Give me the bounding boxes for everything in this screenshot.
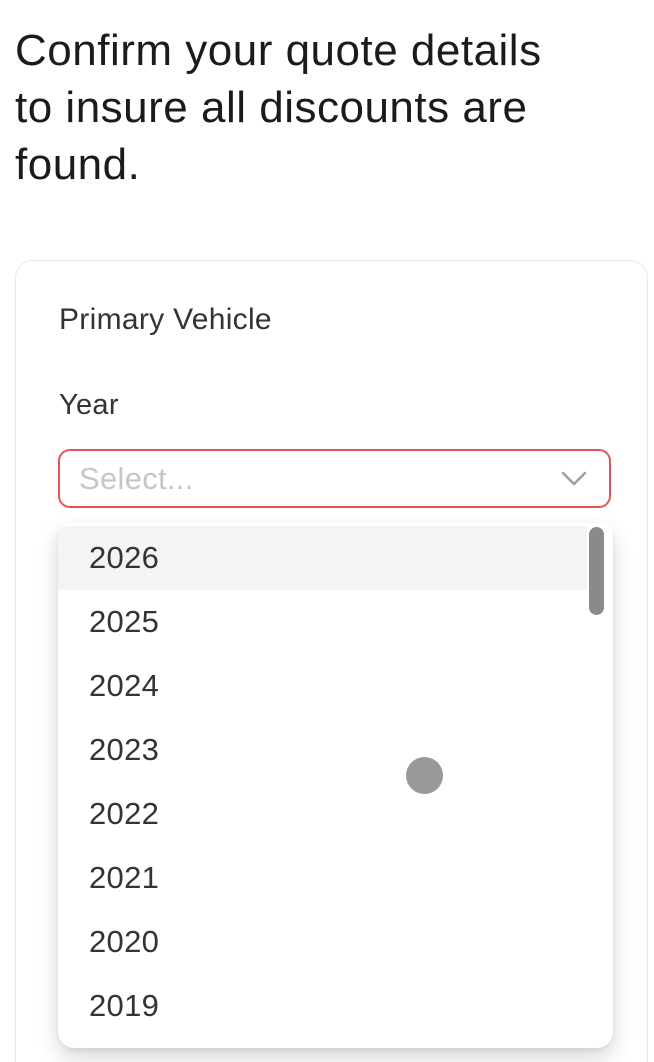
- year-select[interactable]: Select...: [58, 449, 611, 508]
- page-title-line: Confirm your quote details: [15, 26, 542, 75]
- year-option[interactable]: 2021: [89, 860, 160, 895]
- touch-indicator: [406, 757, 443, 794]
- page-title-line: to insure all discounts are: [15, 83, 528, 132]
- year-field-label: Year: [59, 389, 119, 421]
- card-title: Primary Vehicle: [59, 303, 272, 336]
- page-title: Confirm your quote details to insure all…: [15, 22, 542, 193]
- dropdown-scrollbar-thumb[interactable]: [589, 527, 604, 615]
- year-option[interactable]: 2022: [89, 796, 160, 831]
- year-option[interactable]: 2019: [89, 988, 160, 1023]
- year-option[interactable]: 2025: [89, 604, 160, 639]
- year-select-placeholder: Select...: [79, 460, 194, 496]
- year-option[interactable]: 2024: [89, 668, 160, 703]
- chevron-down-icon: [561, 471, 587, 485]
- year-option[interactable]: 2026: [58, 526, 587, 590]
- page-title-line: found.: [15, 140, 141, 189]
- year-dropdown-menu: 2026 2025 2024 2023 2022 2021 2020 2019: [58, 523, 613, 1048]
- year-option[interactable]: 2020: [89, 924, 160, 959]
- year-option[interactable]: 2023: [89, 732, 160, 767]
- primary-vehicle-card: Primary Vehicle Year Select... 2026 2025…: [15, 260, 648, 1062]
